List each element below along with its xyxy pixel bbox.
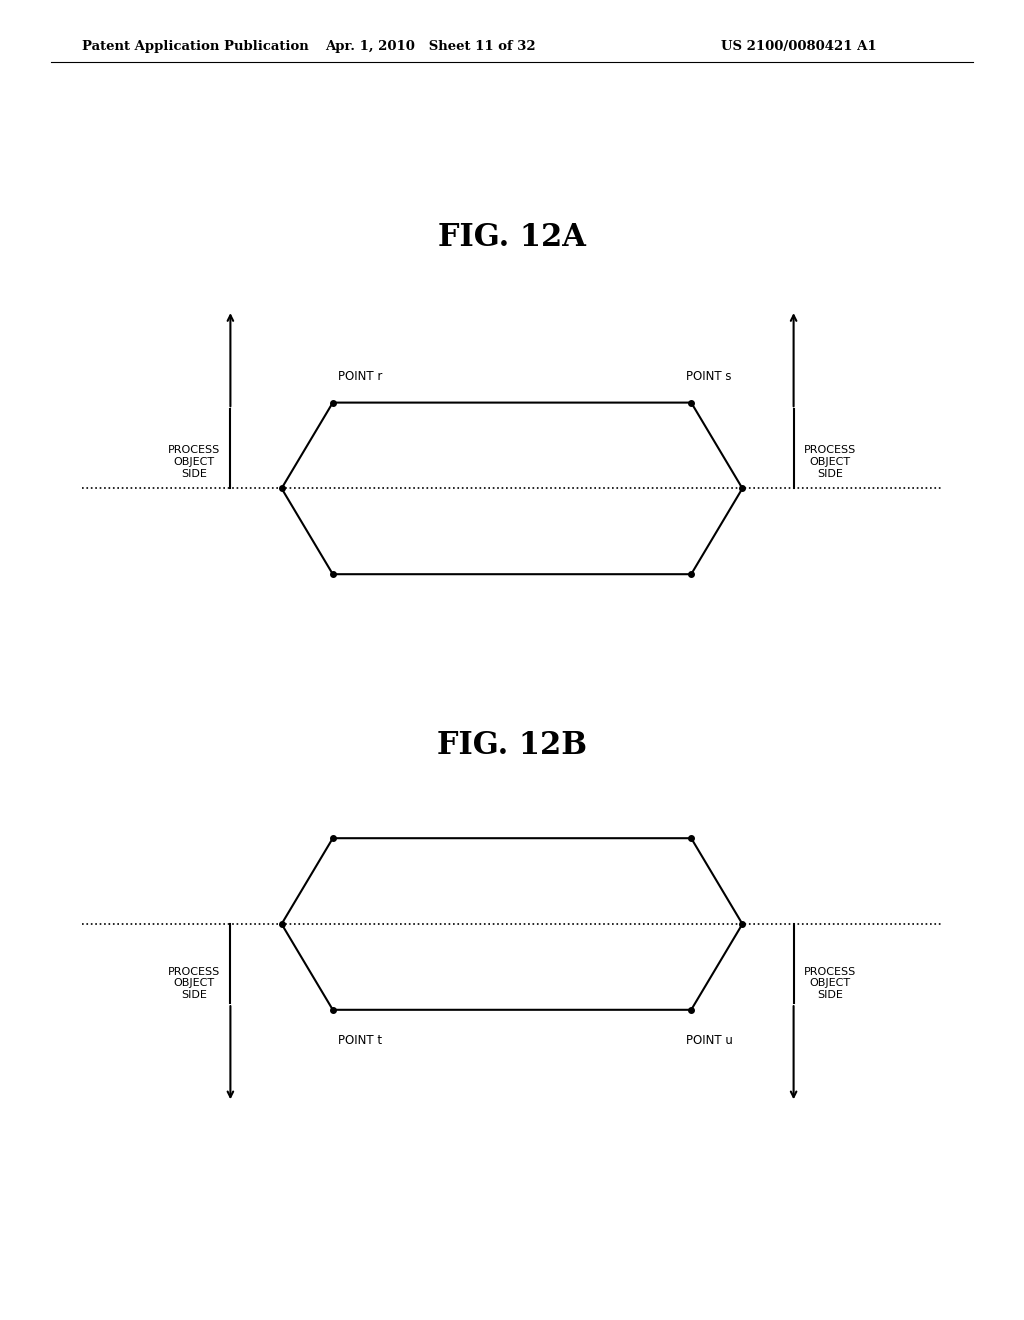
Text: POINT s: POINT s [686,370,731,383]
Text: PROCESS
OBJECT
SIDE: PROCESS OBJECT SIDE [804,445,856,479]
Text: Patent Application Publication: Patent Application Publication [82,40,308,53]
Text: POINT u: POINT u [686,1034,733,1047]
Text: FIG. 12B: FIG. 12B [437,730,587,762]
Text: PROCESS
OBJECT
SIDE: PROCESS OBJECT SIDE [168,445,220,479]
Text: Apr. 1, 2010   Sheet 11 of 32: Apr. 1, 2010 Sheet 11 of 32 [325,40,536,53]
Text: US 2100/0080421 A1: US 2100/0080421 A1 [721,40,877,53]
Text: POINT r: POINT r [338,370,382,383]
Text: POINT t: POINT t [338,1034,382,1047]
Text: FIG. 12A: FIG. 12A [438,222,586,253]
Text: PROCESS
OBJECT
SIDE: PROCESS OBJECT SIDE [804,966,856,1001]
Text: PROCESS
OBJECT
SIDE: PROCESS OBJECT SIDE [168,966,220,1001]
